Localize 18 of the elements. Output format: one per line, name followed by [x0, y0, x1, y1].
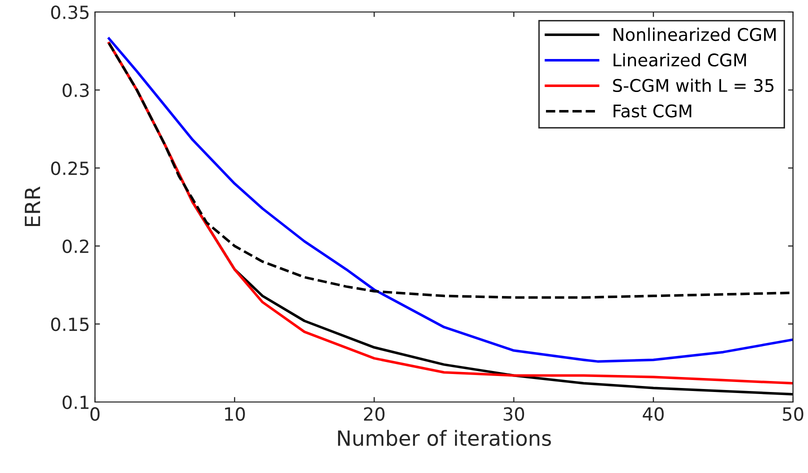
- x-tick-label: 0: [90, 407, 100, 421]
- y-tick-label: 0.2: [62, 239, 88, 254]
- x-tick-label: 10: [225, 407, 245, 421]
- y-tick-label: 0.15: [51, 317, 89, 332]
- x-tick-label: 50: [782, 407, 804, 421]
- y-tick-label: 0.1: [62, 395, 88, 410]
- y-tick-label: 0.3: [62, 83, 89, 98]
- y-axis-title: ERR: [24, 186, 40, 226]
- x-tick-label: 30: [504, 407, 524, 421]
- y-tick-label: 0.35: [51, 5, 89, 20]
- x-tick-label: 40: [642, 407, 664, 421]
- x-tick-label: 20: [364, 407, 384, 421]
- y-tick-label: 0.25: [51, 161, 89, 176]
- x-axis-title: Number of iterations: [338, 430, 551, 446]
- legend-label: S-CGM with L = 35: [613, 78, 774, 92]
- legend-label: Fast CGM: [614, 104, 692, 118]
- legend-label: Linearized CGM: [614, 53, 746, 67]
- legend-label: Nonlinearized CGM: [614, 28, 776, 42]
